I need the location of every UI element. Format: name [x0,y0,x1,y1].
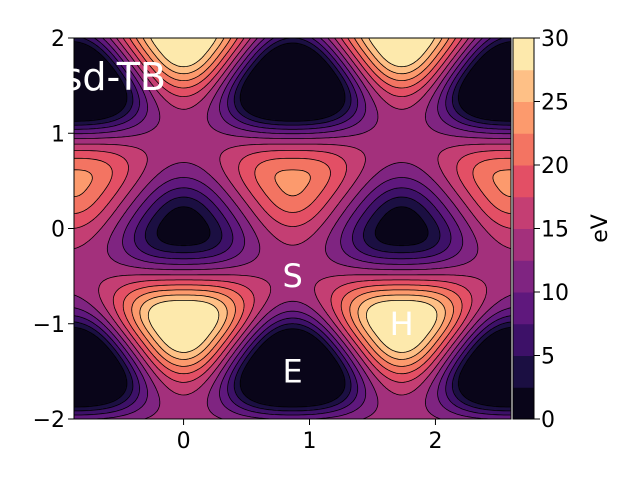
colorbar-tick-label: 20 [541,154,569,179]
colorbar-band [513,292,534,325]
colorbar-tick-label: 10 [541,281,569,306]
annotations: sd-TB S H E [63,55,414,390]
colorbar-band [513,101,534,134]
contour-line-12.5 [74,38,511,419]
contour-line-25 [139,38,446,360]
colorbar-tick-label: 5 [541,345,555,370]
colorbar-band [513,38,534,71]
colorbar: 0 5 10 15 20 25 30 eV [512,27,613,433]
colorbar-band [513,323,534,356]
y-axis: −2 −1 0 1 2 [33,27,74,433]
x-tick-label: 0 [177,429,191,454]
y-tick-label: −1 [33,313,65,338]
y-tick-label: 2 [51,27,65,52]
contour-line-7.5 [74,38,511,416]
annotation-label: H [390,305,414,343]
colorbar-band [513,228,534,261]
plot-area [74,38,511,419]
colorbar-band [513,387,534,420]
y-tick-label: 0 [51,218,65,243]
x-axis: 0 1 2 [177,419,442,454]
contour-line-20 [74,38,511,375]
y-tick-label: −2 [33,408,65,433]
colorbar-band [513,69,534,102]
colorbar-band [513,165,534,198]
colorbar-band [513,260,534,293]
contour-line-17.5 [74,38,511,383]
colorbar-tick-label: 30 [541,27,569,52]
x-tick-label: 1 [303,429,317,454]
colorbar-band [513,355,534,388]
colorbar-tick-label: 0 [541,408,555,433]
colorbar-band [513,133,534,166]
annotation-label: S [282,257,302,295]
contour-line-2.5 [74,41,511,408]
x-tick-label: 2 [428,429,442,454]
y-tick-label: 1 [51,122,65,147]
contour-line-15 [74,38,511,396]
colorbar-tick-label: 25 [541,91,569,116]
colorbar-tick-label: 15 [541,218,569,243]
contour-lines [74,38,511,419]
contour-line-27.5 [147,38,438,353]
colorbar-band [513,196,534,229]
annotation-label: E [283,352,303,390]
contour-line-10 [74,38,511,419]
annotation-label: sd-TB [63,55,166,99]
colorbar-label: eV [588,214,613,243]
